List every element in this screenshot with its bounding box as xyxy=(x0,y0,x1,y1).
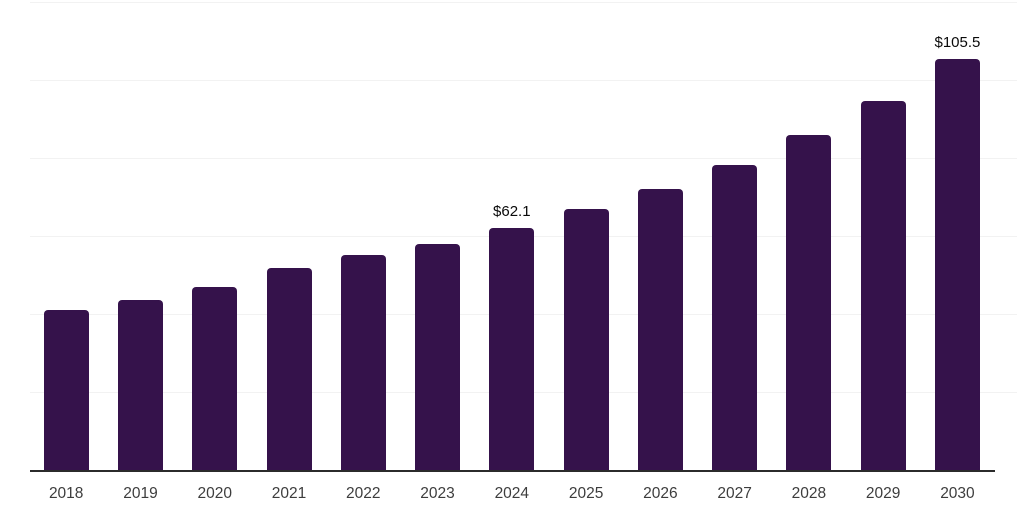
x-tick-label-2020: 2020 xyxy=(197,485,232,502)
bar-2025 xyxy=(563,209,609,470)
x-tick-label-2021: 2021 xyxy=(271,485,307,502)
bar-2021 xyxy=(266,267,312,470)
bar-2023 xyxy=(415,243,461,470)
gridline-80 xyxy=(30,158,1017,159)
data-label-2030: $105.5 xyxy=(934,33,981,51)
x-tick-label-2024: 2024 xyxy=(494,485,530,502)
data-label-2024: $62.1 xyxy=(493,202,531,220)
x-tick-label-2028: 2028 xyxy=(791,485,827,502)
x-tick-label-2026: 2026 xyxy=(643,485,678,502)
x-tick-label-2023: 2023 xyxy=(420,485,455,502)
x-tick-label-2030: 2030 xyxy=(940,485,975,502)
bar-2024 xyxy=(489,227,535,470)
bar-2026 xyxy=(637,189,683,470)
bar-2020 xyxy=(192,287,238,470)
x-tick-label-2029: 2029 xyxy=(865,485,901,502)
gridline-100 xyxy=(30,80,1017,81)
x-tick-label-2019: 2019 xyxy=(123,485,158,502)
x-tick-label-2022: 2022 xyxy=(346,485,381,502)
plot-area: $62.1 $105.5 xyxy=(30,2,1017,472)
gridline-120 xyxy=(30,2,1017,3)
x-tick-label-2018: 2018 xyxy=(48,485,84,502)
bar-2018 xyxy=(43,309,89,470)
bar-2027 xyxy=(712,165,758,470)
bar-2030 xyxy=(934,58,980,470)
x-axis-line xyxy=(30,470,995,472)
bar-2019 xyxy=(117,300,163,470)
bar-2028 xyxy=(786,134,832,470)
bar-2022 xyxy=(340,254,386,470)
x-tick-label-2025: 2025 xyxy=(568,485,604,502)
bar-2029 xyxy=(860,100,906,470)
x-tick-label-2027: 2027 xyxy=(717,485,752,502)
